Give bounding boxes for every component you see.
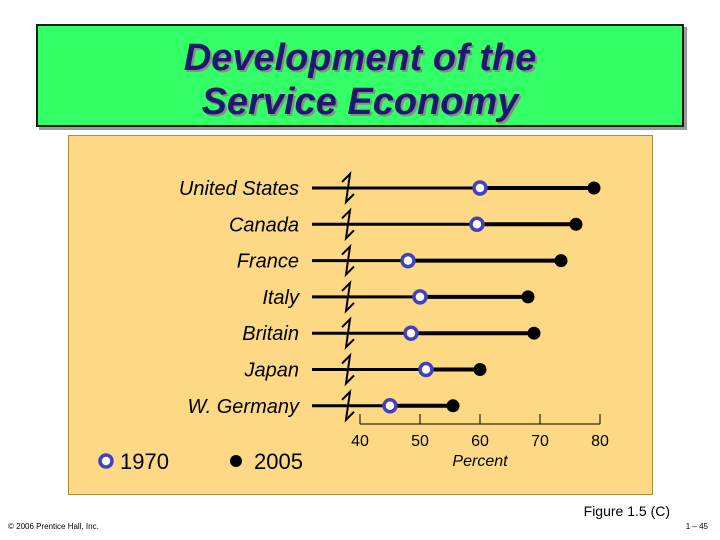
axis-break-w-germany — [341, 388, 355, 423]
x-tick-label-50: 50 — [411, 433, 429, 450]
point-2005-italy — [521, 290, 535, 304]
point-1970-united-states — [472, 180, 488, 196]
point-2005-canada — [569, 217, 583, 231]
point-2005-w-germany — [446, 399, 460, 413]
x-tick-label-60: 60 — [471, 433, 489, 450]
page-number: 1 – 45 — [685, 522, 708, 531]
point-1970-france — [400, 252, 416, 269]
point-2005-japan — [473, 363, 487, 376]
category-label-italy: Italy — [262, 287, 300, 309]
category-label-britain: Britain — [242, 323, 299, 345]
category-label-france: France — [237, 251, 299, 273]
point-2005-france — [554, 254, 568, 268]
x-tick-label-70: 70 — [531, 433, 549, 450]
axis-break-france — [341, 243, 355, 278]
figure-label: Figure 1.5 (C) — [583, 503, 670, 519]
category-label-w-germany: W. Germany — [188, 396, 300, 418]
copyright-text: © 2006 Prentice Hall, Inc. — [8, 522, 99, 531]
point-1970-w-germany — [382, 398, 398, 414]
legend-marker-1970 — [98, 453, 114, 469]
x-tick-label-40: 40 — [351, 433, 369, 450]
axis-break-italy — [341, 280, 355, 314]
axis-break-united-states — [341, 171, 355, 205]
axis-break-britain — [341, 316, 355, 351]
title-line-1: Development of the — [183, 37, 537, 79]
axis-break-canada — [341, 207, 355, 242]
point-2005-britain — [527, 326, 541, 340]
point-1970-britain — [403, 325, 419, 341]
x-tick-label-80: 80 — [591, 433, 609, 450]
legend-label-2005: 2005 — [254, 449, 303, 474]
chart-panel — [68, 135, 653, 495]
point-1970-canada — [469, 216, 485, 233]
title-banner: Development of the Service Economy — [36, 24, 684, 127]
x-axis-title: Percent — [452, 453, 508, 470]
axis-break-japan — [341, 352, 355, 387]
category-label-japan: Japan — [244, 360, 300, 382]
point-2005-united-states — [587, 181, 601, 195]
category-label-canada: Canada — [229, 214, 299, 236]
category-label-united-states: United States — [179, 178, 299, 200]
point-1970-italy — [412, 289, 428, 305]
legend-label-1970: 1970 — [120, 449, 169, 474]
point-1970-japan — [418, 361, 434, 378]
title-line-2: Service Economy — [201, 81, 519, 123]
legend-marker-2005 — [230, 455, 242, 467]
slide-title: Development of the Service Economy — [38, 36, 682, 124]
